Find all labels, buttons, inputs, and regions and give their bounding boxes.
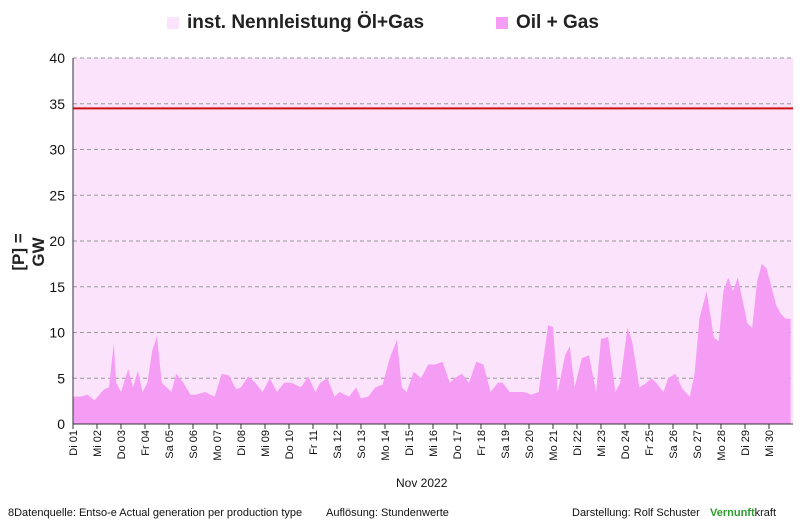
x-tick-2: Mi 02: [92, 430, 104, 457]
x-tick-5: Sa 05: [164, 430, 176, 459]
x-tick-30: Mi 30: [764, 430, 776, 457]
x-tick-16: Mi 16: [428, 430, 440, 457]
y-tick-10: 10: [49, 325, 65, 341]
footer-brand: Vernunftkraft: [710, 507, 776, 519]
x-tick-23: Mi 23: [596, 430, 608, 457]
x-tick-21: Mo 21: [548, 430, 560, 461]
x-tick-20: So 20: [524, 430, 536, 459]
y-tick-30: 30: [49, 142, 65, 158]
x-tick-12: Sa 12: [332, 430, 344, 459]
footer-author: Darstellung: Rolf Schuster: [572, 507, 700, 519]
series-area-oil-gas: [73, 263, 791, 424]
legend-series-swatch: [496, 17, 508, 29]
footer-resolution: Auflösung: Stundenwerte: [326, 507, 449, 519]
legend-series-label: Oil + Gas: [516, 12, 599, 33]
x-axis-label: Nov 2022: [396, 476, 448, 490]
footer-source: 8Datenquelle: Entso-e Actual generation …: [8, 507, 303, 519]
x-tick-17: Do 17: [452, 430, 464, 459]
legend-capacity: inst. Nennleistung Öl+Gas: [167, 12, 424, 34]
y-tick-25: 25: [49, 187, 65, 203]
x-tick-3: Do 03: [116, 430, 128, 459]
x-tick-15: Di 15: [404, 430, 416, 456]
x-tick-labels: Di 01 Mi 02 Do 03 Fr 04 Sa 05 So 06 Mo 07 Di 08…: [68, 424, 776, 461]
legend-capacity-label: inst. Nennleistung Öl+Gas: [187, 12, 425, 33]
x-tick-14: Mo 14: [380, 430, 392, 461]
x-tick-22: Di 22: [572, 430, 584, 456]
x-tick-29: Di 29: [740, 430, 752, 456]
y-tick-40: 40: [49, 50, 65, 66]
x-tick-26: Sa 26: [668, 430, 680, 459]
x-tick-9: Mi 09: [260, 430, 272, 457]
brand-part1: Vernunft: [710, 507, 755, 519]
y-tick-35: 35: [49, 96, 65, 112]
legend-series: Oil + Gas: [496, 12, 599, 34]
brand-part2: kraft: [754, 507, 777, 519]
y-tick-labels: 0 5 10 15 20 25 30 35 40: [49, 50, 65, 432]
x-tick-7: Mo 07: [212, 430, 224, 461]
legend-capacity-swatch: [167, 17, 179, 29]
x-tick-10: Do 10: [284, 430, 296, 459]
y-tick-0: 0: [57, 416, 65, 432]
x-tick-4: Fr 04: [140, 430, 152, 456]
y-tick-20: 20: [49, 233, 65, 249]
x-tick-25: Fr 25: [644, 430, 656, 456]
x-tick-11: Fr 11: [308, 430, 320, 455]
x-tick-1: Di 01: [68, 430, 80, 456]
x-tick-6: So 06: [188, 430, 200, 459]
x-tick-28: Mo 28: [716, 430, 728, 461]
x-tick-27: So 27: [692, 430, 704, 459]
x-tick-13: So 13: [356, 430, 368, 459]
x-tick-8: Di 08: [236, 430, 248, 456]
x-tick-24: Do 24: [620, 430, 632, 459]
y-tick-5: 5: [57, 370, 65, 386]
y-tick-15: 15: [49, 279, 65, 295]
x-tick-18: Fr 18: [476, 430, 488, 456]
x-tick-19: Sa 19: [500, 430, 512, 459]
